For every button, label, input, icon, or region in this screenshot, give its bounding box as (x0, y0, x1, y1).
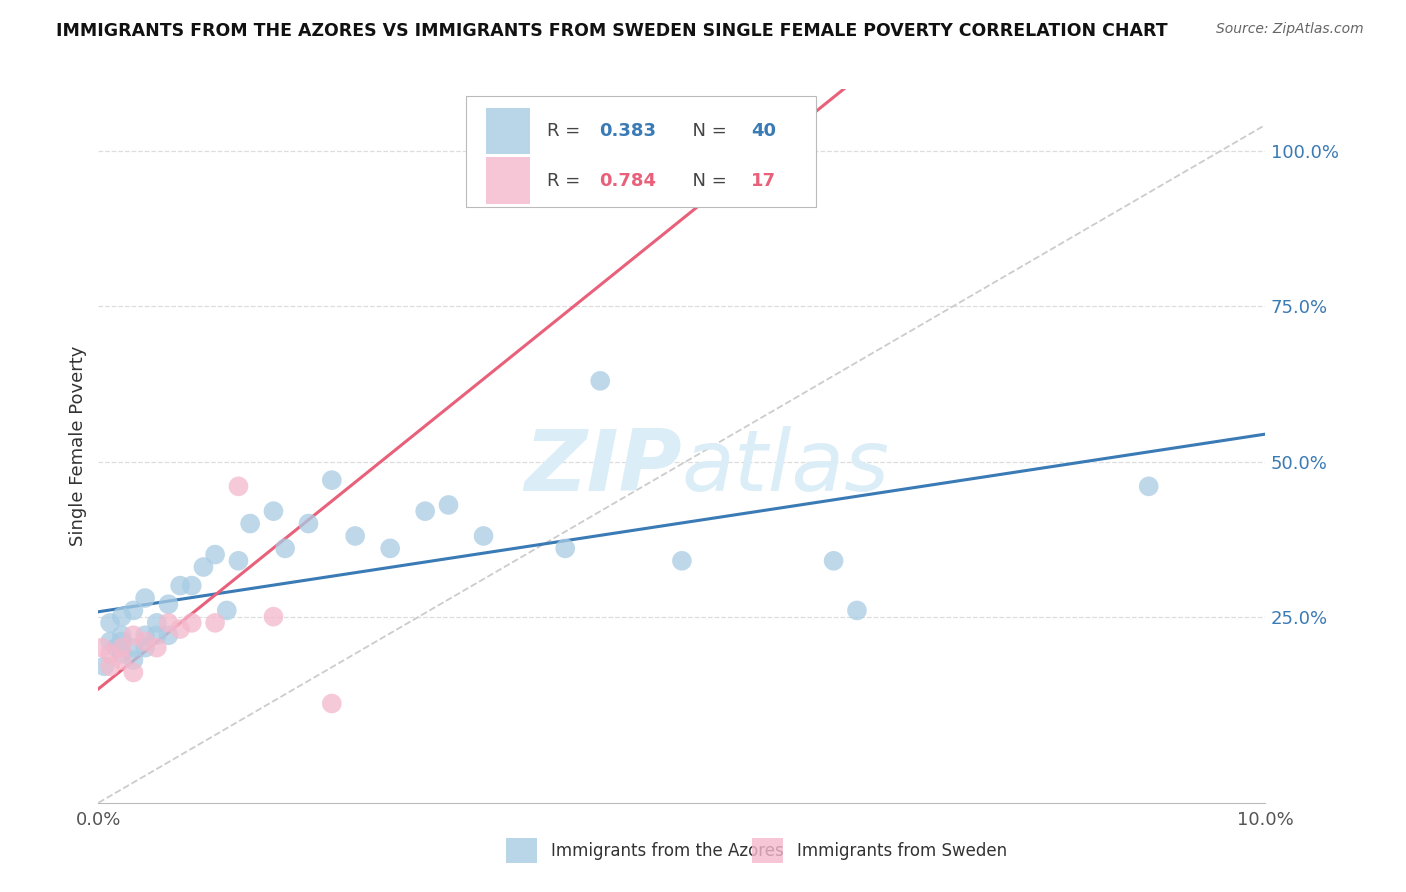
Y-axis label: Single Female Poverty: Single Female Poverty (69, 346, 87, 546)
Point (134, 591, 156, 605)
Text: R =: R = (547, 122, 585, 140)
Text: 0.784: 0.784 (599, 171, 657, 190)
Point (823, 554, 845, 568)
Point (146, 640, 169, 655)
Point (321, 473, 343, 487)
Point (122, 665, 145, 680)
Point (344, 529, 367, 543)
Point (274, 541, 297, 556)
Point (413, 504, 436, 518)
Point (1137, 479, 1160, 493)
Text: IMMIGRANTS FROM THE AZORES VS IMMIGRANTS FROM SWEDEN SINGLE FEMALE POVERTY CORRE: IMMIGRANTS FROM THE AZORES VS IMMIGRANTS… (56, 22, 1168, 40)
Point (262, 504, 284, 518)
Point (122, 603, 145, 617)
Point (297, 516, 319, 531)
Point (321, 697, 343, 711)
Point (122, 628, 145, 642)
Point (98, 615, 121, 630)
Point (146, 628, 169, 642)
Point (111, 653, 134, 667)
Point (111, 609, 134, 624)
Point (134, 634, 156, 648)
Text: Source: ZipAtlas.com: Source: ZipAtlas.com (1216, 22, 1364, 37)
Bar (486, 157, 530, 203)
Text: Immigrants from Sweden: Immigrants from Sweden (797, 842, 1007, 860)
Point (472, 529, 495, 543)
Point (204, 615, 226, 630)
Point (228, 479, 250, 493)
Bar (486, 108, 530, 154)
Point (228, 554, 250, 568)
Point (378, 541, 402, 556)
Point (589, 374, 612, 388)
Point (671, 554, 693, 568)
Point (157, 628, 180, 642)
Point (437, 498, 460, 512)
Point (169, 622, 191, 636)
Text: Immigrants from the Azores: Immigrants from the Azores (551, 842, 785, 860)
Text: 0.383: 0.383 (599, 122, 657, 140)
Point (180, 615, 202, 630)
Point (239, 516, 262, 531)
Point (122, 640, 145, 655)
Point (111, 647, 134, 661)
Point (647, 145, 669, 159)
Point (111, 634, 134, 648)
Text: ZIP: ZIP (524, 425, 682, 509)
Text: 40: 40 (751, 122, 776, 140)
Point (93, 659, 115, 673)
Point (554, 541, 576, 556)
Text: 17: 17 (751, 171, 776, 190)
Point (262, 609, 284, 624)
Point (157, 615, 180, 630)
Point (122, 653, 145, 667)
Point (845, 603, 868, 617)
Point (104, 640, 127, 655)
Point (98, 659, 121, 673)
Point (98, 634, 121, 648)
Point (111, 628, 134, 642)
Point (134, 628, 156, 642)
Point (180, 579, 202, 593)
FancyBboxPatch shape (465, 96, 815, 207)
Point (111, 640, 134, 655)
Point (169, 579, 191, 593)
Point (134, 640, 156, 655)
Point (204, 548, 226, 562)
Point (157, 597, 180, 611)
Text: N =: N = (681, 122, 733, 140)
Text: R =: R = (547, 171, 585, 190)
Point (215, 603, 238, 617)
Point (146, 615, 169, 630)
Point (90, 640, 112, 655)
Text: N =: N = (681, 171, 733, 190)
Point (193, 560, 215, 574)
Point (98, 647, 121, 661)
Text: atlas: atlas (682, 425, 890, 509)
